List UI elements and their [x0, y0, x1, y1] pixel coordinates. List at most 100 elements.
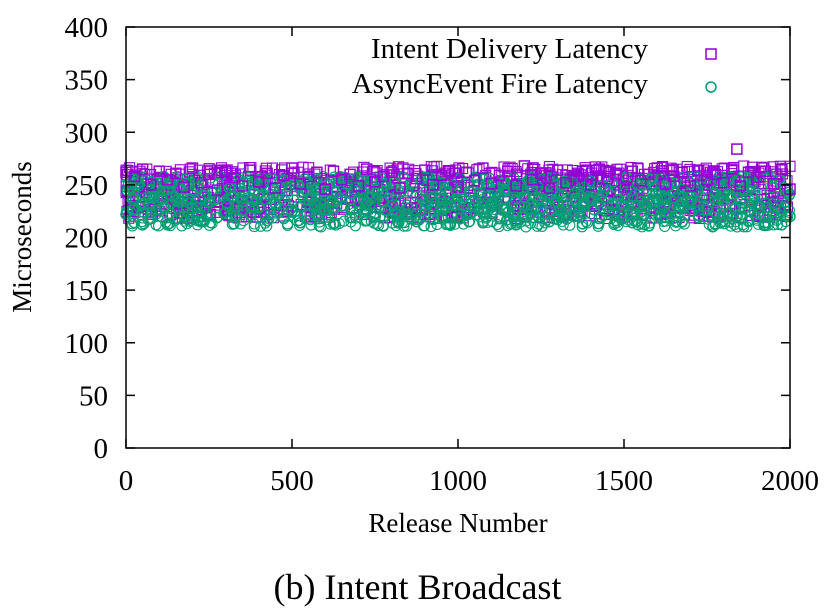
intent-delivery-point — [726, 163, 738, 175]
asyncevent-cloud-marker — [371, 172, 383, 184]
asyncevent-cloud-marker — [436, 197, 448, 209]
intent-delivery-point — [443, 165, 456, 177]
asyncevent-cloud-marker — [162, 212, 174, 224]
asyncevent-cloud-marker — [263, 213, 275, 225]
asyncevent-cloud-marker — [491, 218, 503, 230]
asyncevent-fire-point — [277, 212, 290, 225]
intent-cloud-marker — [655, 165, 667, 177]
asyncevent-fire-point — [178, 210, 190, 223]
asyncevent-cloud-marker — [599, 182, 611, 194]
asyncevent-fire-point — [311, 208, 323, 221]
intent-delivery-point — [253, 175, 265, 188]
asyncevent-fire-point — [186, 202, 199, 214]
asyncevent-fire-point — [419, 199, 431, 211]
asyncevent-cloud-marker — [227, 190, 239, 202]
legend: Intent Delivery Latency AsyncEvent Fire … — [352, 33, 717, 100]
asyncevent-fire-point — [369, 207, 381, 220]
intent-delivery-point — [236, 180, 248, 192]
asyncevent-fire-point — [734, 201, 746, 213]
intent-cloud-marker — [237, 162, 249, 174]
asyncevent-cloud-marker — [562, 199, 574, 211]
asyncevent-cloud-marker — [159, 201, 171, 213]
asyncevent-fire-point — [253, 201, 265, 213]
asyncevent-fire-point — [286, 205, 298, 217]
asyncevent-fire-point — [170, 194, 182, 207]
asyncevent-cloud-marker — [148, 191, 160, 203]
intent-delivery-point — [170, 167, 182, 180]
intent-delivery-point — [394, 182, 406, 194]
asyncevent-cloud-marker — [506, 197, 519, 210]
intent-delivery-point — [551, 164, 564, 176]
asyncevent-cloud-marker — [696, 191, 708, 203]
asyncevent-fire-point — [435, 204, 448, 216]
intent-cloud-marker — [452, 173, 464, 185]
asyncevent-fire-point — [684, 197, 697, 209]
intent-cloud-marker — [684, 163, 696, 175]
intent-delivery-point — [360, 163, 373, 175]
asyncevent-fire-point — [726, 212, 738, 225]
asyncevent-cloud-marker — [639, 219, 651, 231]
x-tick-label: 2000 — [761, 465, 819, 497]
asyncevent-cloud-marker — [716, 186, 728, 198]
asyncevent-cloud-marker — [592, 220, 604, 232]
asyncevent-fire-point — [709, 218, 722, 230]
y-tick-label: 150 — [65, 275, 109, 307]
asyncevent-fire-point — [767, 206, 780, 218]
intent-delivery-point — [277, 169, 290, 182]
asyncevent-cloud-marker — [491, 197, 503, 209]
asyncevent-cloud-marker — [360, 199, 372, 211]
asyncevent-fire-point — [128, 217, 141, 229]
intent-delivery-point — [643, 168, 655, 181]
intent-delivery-point — [410, 172, 423, 185]
asyncevent-cloud-marker — [449, 184, 461, 196]
asyncevent-cloud-marker — [596, 189, 608, 201]
intent-cloud-marker — [384, 162, 396, 174]
asyncevent-cloud-marker — [475, 204, 487, 216]
asyncevent-fire-point — [668, 202, 680, 214]
y-axis-label: Microseconds — [7, 161, 37, 312]
asyncevent-cloud-marker — [181, 178, 193, 190]
intent-delivery-point — [634, 174, 647, 187]
asyncevent-cloud-marker — [250, 175, 262, 187]
asyncevent-cloud-marker — [568, 180, 580, 192]
asyncevent-fire-point — [203, 197, 215, 209]
asyncevent-fire-point — [659, 211, 672, 224]
asyncevent-cloud-marker — [121, 185, 133, 197]
intent-cloud-marker — [667, 164, 679, 176]
intent-delivery-point — [734, 180, 746, 192]
y-tick-label: 300 — [65, 117, 109, 149]
asyncevent-cloud-marker — [330, 176, 342, 188]
intent-delivery-point — [543, 182, 556, 194]
intent-delivery-point — [319, 183, 331, 195]
intent-delivery-point — [327, 165, 340, 177]
asyncevent-fire-point — [775, 219, 788, 231]
asyncevent-fire-point — [643, 220, 655, 232]
asyncevent-cloud-marker — [172, 193, 184, 205]
asyncevent-fire-point — [676, 215, 688, 228]
intent-delivery-point — [676, 166, 688, 178]
intent-delivery-point — [302, 170, 315, 183]
intent-delivery-point — [585, 179, 597, 191]
asyncevent-cloud-marker — [318, 198, 330, 210]
y-tick-label: 250 — [65, 170, 109, 202]
intent-delivery-point — [651, 162, 663, 174]
intent-delivery-point — [767, 178, 780, 190]
asyncevent-cloud-marker — [400, 209, 412, 221]
intent-delivery-point — [286, 162, 298, 174]
asyncevent-fire-point — [485, 198, 497, 210]
asyncevent-fire-point — [427, 213, 439, 226]
asyncevent-cloud-marker — [322, 209, 334, 221]
intent-delivery-point — [468, 174, 481, 187]
asyncevent-cloud-marker — [507, 187, 519, 199]
intent-delivery-point — [352, 180, 365, 192]
asyncevent-fire-point — [410, 215, 423, 228]
intent-cloud-marker — [718, 162, 730, 174]
intent-delivery-point — [153, 165, 165, 177]
y-tick-label: 0 — [94, 433, 109, 465]
tick-labels: 0 500 1000 1500 2000 0 50 100 150 200 250 300 350 400 — [65, 12, 820, 497]
asyncevent-fire-point — [585, 193, 597, 206]
asyncevent-fire-point — [161, 219, 174, 231]
asyncevent-cloud-marker — [691, 189, 703, 201]
intent-delivery-point — [344, 168, 356, 181]
asyncevent-fire-point — [219, 206, 232, 218]
